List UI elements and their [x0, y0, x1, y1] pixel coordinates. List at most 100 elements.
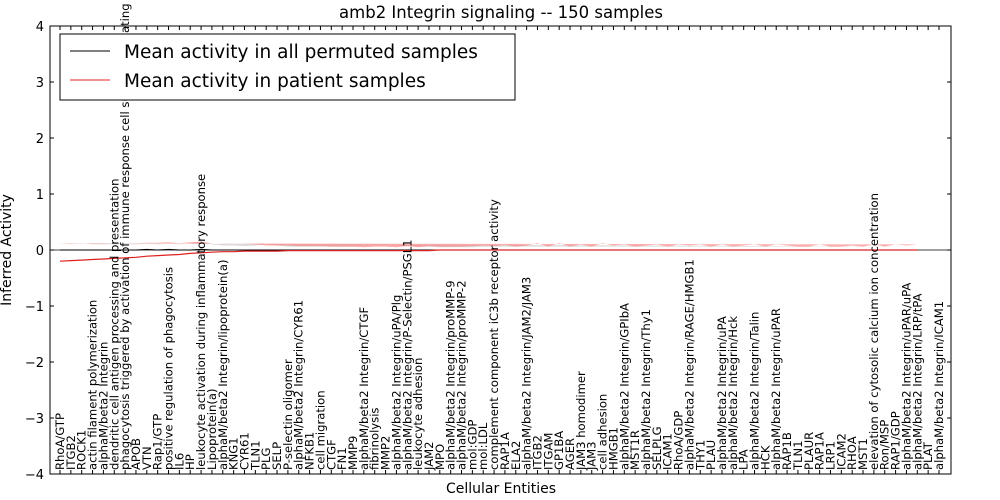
- legend-label-patient: Mean activity in patient samples: [124, 71, 426, 92]
- x-tick-label: PLG: [259, 448, 273, 470]
- x-tick-label: alphaM/beta2 Integrin/CYR61: [292, 300, 306, 470]
- x-tick-label: ITGB2: [531, 435, 545, 470]
- x-tick-label: KNG1: [227, 437, 241, 470]
- x-tick-label: RAP1/GDP: [889, 411, 903, 470]
- x-tick-label: cell adhesion: [596, 394, 610, 470]
- x-tick-label: Ron/MSP: [878, 420, 892, 470]
- x-tick-label: ICAM1: [661, 433, 675, 470]
- x-tick-label: IL6: [172, 453, 186, 470]
- x-tick-label: TLN1: [791, 440, 805, 471]
- x-tick-label: RHOA: [845, 436, 859, 470]
- x-tick-label: cell migration: [313, 390, 327, 470]
- x-tick-label: alphaM/beta2 Integrin/P-Selectin/PSGL1: [400, 239, 414, 470]
- y-tick-label: −3: [25, 412, 44, 427]
- x-tick-label: RAP1A: [498, 432, 512, 470]
- patient-mean-line: [59, 249, 918, 262]
- x-tick-label: alphaM/beta2 Integrin/GPIbA: [617, 303, 631, 470]
- x-tick-label: PLAT: [921, 441, 935, 470]
- x-tick-label: ELA2: [509, 441, 523, 470]
- x-tick-label: complement component iC3b receptor activ…: [487, 199, 501, 470]
- x-tick-label: JAM3 homodimer: [574, 371, 588, 471]
- x-tick-label: alphaM/beta2 Integrin/lipoprotein(a): [216, 259, 230, 470]
- x-tick-label: JAM3: [585, 441, 599, 471]
- x-tick-label: ICAM2: [834, 433, 848, 470]
- x-tick-label: ITGAM: [541, 433, 555, 470]
- x-tick-label: P-selectin oligomer: [281, 359, 295, 470]
- y-tick-label: 1: [36, 188, 44, 203]
- x-tick-label: MST1: [856, 438, 870, 470]
- x-tick-label: leukocyte adhesion: [411, 358, 425, 470]
- x-tick-label: THY1: [693, 440, 707, 471]
- x-tick-label: RhoA/GDP: [672, 411, 686, 470]
- x-tick-label: alphaM/beta2 Integrin/RAGE/HMGB1: [682, 259, 696, 470]
- x-tick-label: FN1: [335, 447, 349, 470]
- x-tick-label: MST1R: [628, 430, 642, 470]
- x-tick-label: alphaM/beta2 Integrin/uPAR/uPA: [899, 283, 913, 470]
- x-tick-label: LRP1: [824, 441, 838, 470]
- x-tick-label: alphaM/beta2 Integrin/ICAM1: [932, 301, 946, 470]
- x-tick-label: alphaM/beta2 Integrin/uPAR: [769, 308, 783, 470]
- x-tick-label: leukocyte activation during inflammatory…: [194, 174, 208, 470]
- lines-group: [59, 248, 918, 262]
- x-tick-label: HMGB1: [606, 427, 620, 470]
- x-tick-label: Rap1/GTP: [151, 414, 165, 470]
- x-tick-label: TLN1: [248, 440, 262, 471]
- x-tick-label: CYR61: [238, 432, 252, 470]
- x-tick-label: fibrinolysis: [368, 408, 382, 470]
- x-tick-label: dendritic cell antigen processing and pr…: [107, 179, 121, 470]
- y-tick-label: 4: [36, 20, 44, 35]
- x-tick-label: alphaM/beta2 Integrin/proMMP-9: [444, 280, 458, 470]
- y-tick-label: −4: [25, 468, 44, 483]
- x-tick-label: MPO: [433, 444, 447, 470]
- x-tick-label: phagocytosis triggered by activation of …: [118, 0, 132, 470]
- y-tick-label: 0: [36, 244, 44, 259]
- x-tick-label: alphaM/beta2 Integrin/LRP/tPA: [910, 293, 924, 470]
- x-tick-label: JAM2: [422, 441, 436, 471]
- x-tick-label: alphaM/beta2 Integrin/Hck: [726, 316, 740, 470]
- x-tick-label: alphaM/beta2 Integrin/uPA/Plg: [389, 295, 403, 470]
- x-tick-label: mol:GDP: [465, 420, 479, 470]
- plot-frame: [49, 25, 952, 475]
- x-tick-label: AGER: [563, 438, 577, 470]
- x-tick-label: RAP1A: [813, 432, 827, 470]
- x-tick-label: HP: [183, 454, 197, 470]
- y-tick-label: 2: [36, 132, 44, 147]
- x-tick-label: APOB: [129, 438, 143, 470]
- x-tick-label: VTN: [140, 446, 154, 470]
- x-tick-label: MMP2: [379, 436, 393, 470]
- x-tick-label: RAP1B: [780, 432, 794, 470]
- x-tick-label: mol:LDL: [476, 422, 490, 470]
- x-tick-label: positive regulation of phagocytosis: [162, 267, 176, 470]
- x-tick-label: Lipoprotein(a): [205, 389, 219, 471]
- x-tick-label: HCK: [758, 445, 772, 470]
- x-tick-label: alphaM/beta2 Integrin/JAM2/JAM3: [520, 277, 534, 470]
- x-axis-title: Cellular Entities: [446, 481, 556, 497]
- x-tick-label: MMP9: [346, 436, 360, 470]
- x-ticks-group: [59, 26, 940, 474]
- y-tick-label: 3: [36, 76, 44, 91]
- y-ticks-group: 4 3 2 1 0 −1 −2 −3 −4: [25, 20, 951, 483]
- x-tick-label: alphaM/beta2 Integrin/Thy1: [639, 309, 653, 470]
- x-tick-label: RhoA/GTP: [53, 413, 67, 470]
- x-tick-label: PLAU: [704, 440, 718, 470]
- x-tick-label: actin filament polymerization: [86, 300, 100, 470]
- legend-box: [59, 33, 516, 101]
- x-tick-label: elevation of cytosolic calcium ion conce…: [867, 193, 881, 470]
- x-tick-label: alphaM/beta2 Integrin: [96, 342, 110, 470]
- x-tick-label: NFKB1: [303, 432, 317, 470]
- x-tick-label: LPA: [737, 449, 751, 470]
- chart-title: amb2 Integrin signaling -- 150 samples: [339, 3, 663, 22]
- x-tick-label: SELP: [270, 442, 284, 470]
- x-tick-label: ROCK1: [75, 430, 89, 470]
- x-tick-label: alphaM/beta2 Integrin/uPA: [715, 316, 729, 470]
- x-tick-label: PLAUR: [802, 432, 816, 470]
- x-tick-label: GP1BA: [552, 431, 566, 470]
- legend-label-permuted: Mean activity in all permuted samples: [124, 42, 478, 63]
- x-tick-label: alphaM/beta2 Integrin/CTGF: [357, 307, 371, 470]
- y-tick-label: −1: [25, 300, 44, 315]
- patient-band: [60, 241, 918, 248]
- x-tick-label: CTGF: [324, 439, 338, 470]
- x-tick-label: alphaM/beta2 Integrin/proMMP-2: [455, 280, 469, 470]
